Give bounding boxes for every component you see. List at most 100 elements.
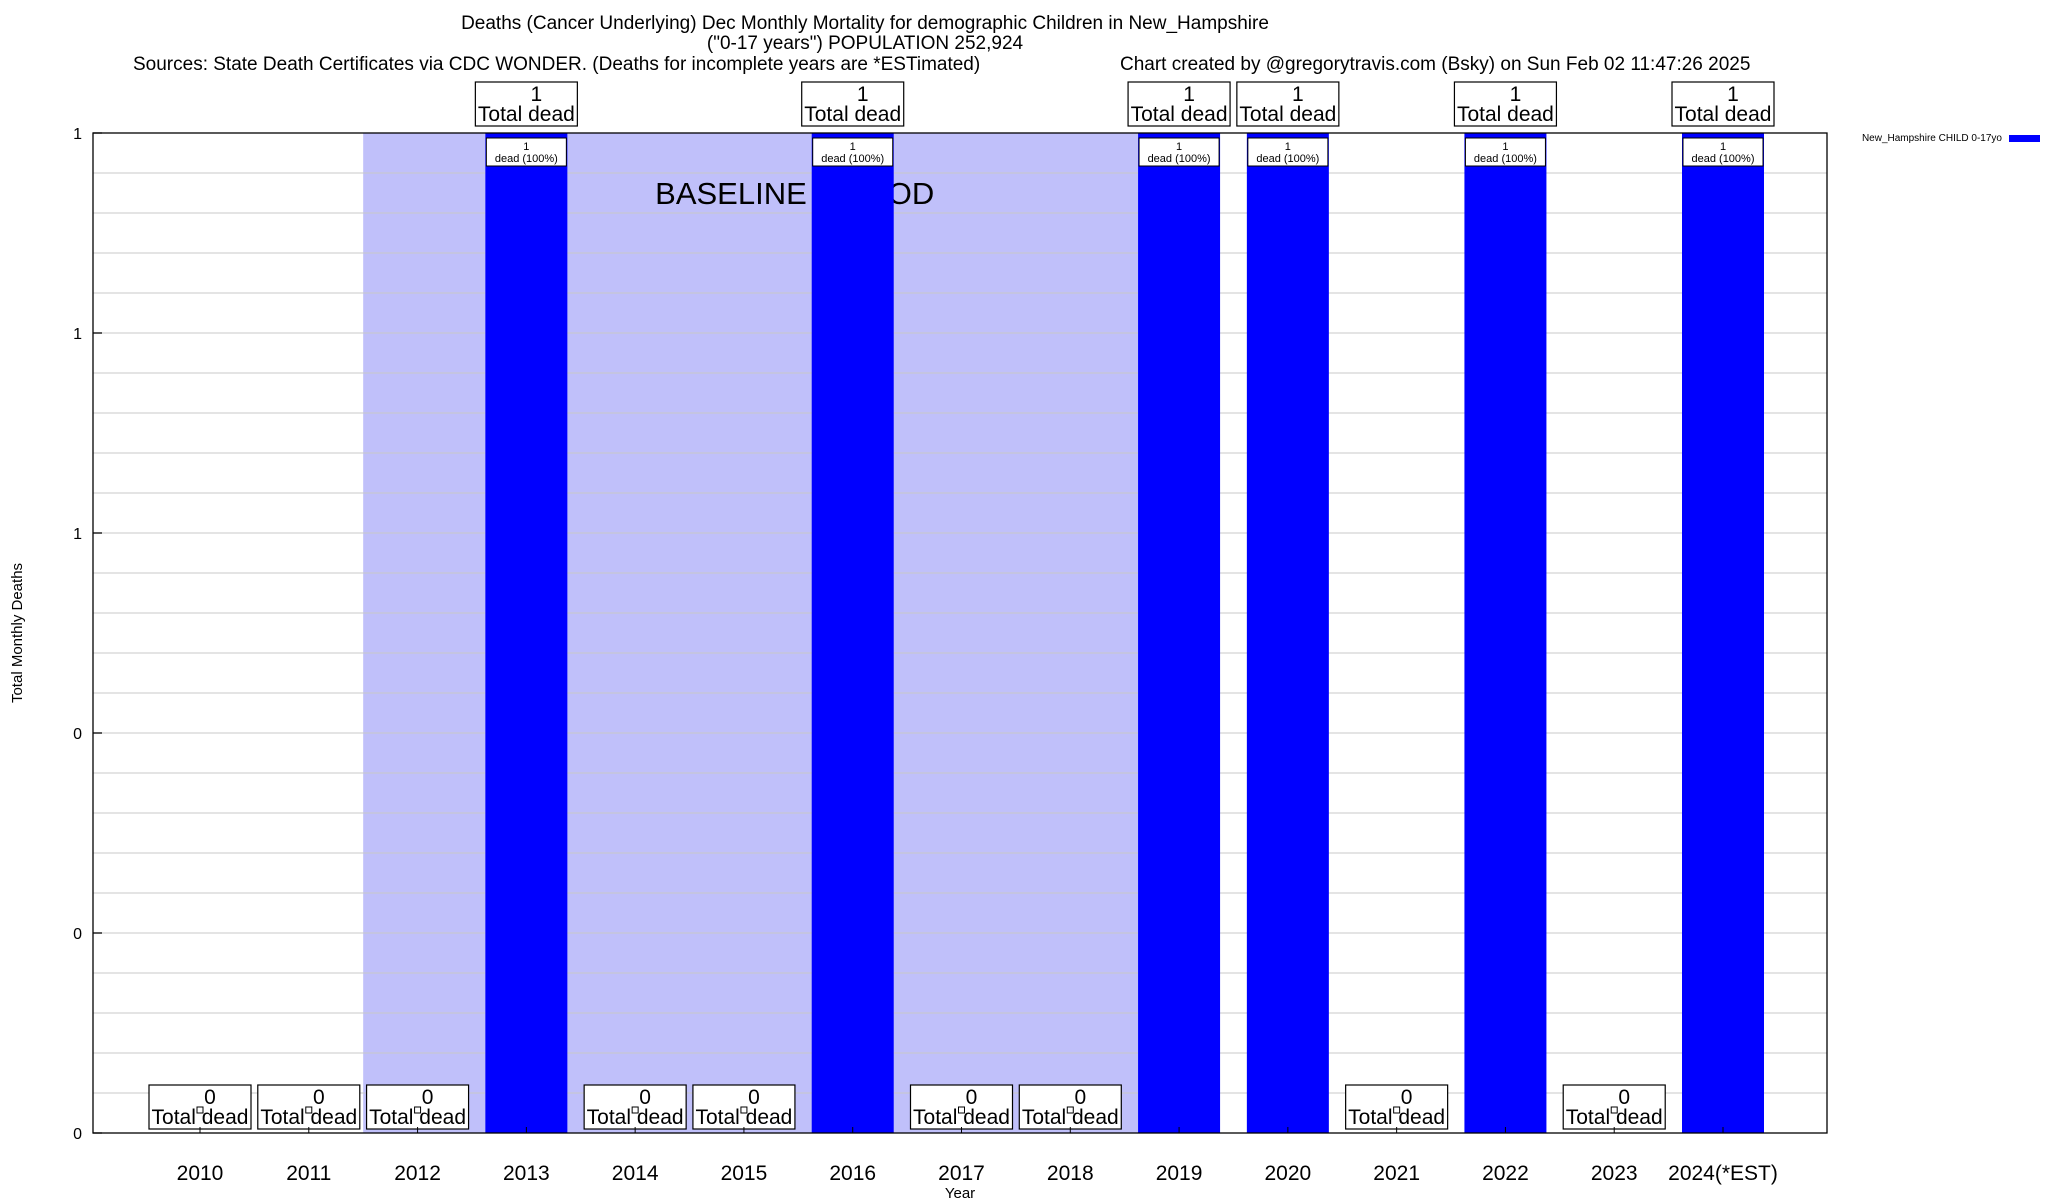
bar-label-count: 1 — [1176, 141, 1182, 153]
x-tick-label: 2015 — [721, 1162, 768, 1185]
y-tick-label: 0 — [73, 1126, 82, 1143]
bar-label-percent: dead (100%) — [1148, 153, 1211, 165]
bar-label-percent: dead (100%) — [495, 153, 558, 165]
x-tick-label: 2017 — [938, 1162, 985, 1185]
x-tick-label: 2014 — [612, 1162, 659, 1185]
total-dead-label: Total dead — [587, 1106, 684, 1129]
bar-label-box — [1682, 137, 1764, 167]
bar-2016 — [811, 133, 894, 1133]
total-dead-label: Total dead — [804, 103, 901, 126]
total-dead-count: 1 — [1727, 83, 1739, 106]
total-dead-count: 1 — [1183, 83, 1195, 106]
total-dead-count: 0 — [1401, 1086, 1413, 1109]
zero-value-marker — [740, 1106, 748, 1114]
x-tick-label: 2022 — [1482, 1162, 1529, 1185]
chart-credit: Chart created by @gregorytravis.com (Bsk… — [1120, 54, 1751, 75]
total-dead-count: 0 — [639, 1086, 651, 1109]
y-tick-label: 1 — [73, 126, 82, 143]
bar-label-box — [485, 137, 567, 167]
total-dead-count: 1 — [531, 83, 543, 106]
bar-2024(*EST) — [1682, 133, 1764, 1133]
total-dead-count: 0 — [748, 1086, 760, 1109]
legend-swatch — [2009, 135, 2040, 142]
x-axis-title: Year — [945, 1185, 975, 1200]
bar-2022 — [1464, 133, 1547, 1133]
total-dead-box — [257, 1084, 361, 1130]
bar-label-box — [1138, 137, 1220, 167]
zero-value-marker — [1066, 1106, 1074, 1114]
total-dead-box — [1671, 81, 1775, 127]
y-tick-label: 1 — [73, 326, 82, 343]
bar-2019 — [1138, 133, 1221, 1133]
total-dead-label: Total dead — [913, 1106, 1010, 1129]
total-dead-label: Total dead — [1675, 103, 1772, 126]
total-dead-box — [1127, 81, 1231, 127]
x-tick-label: 2019 — [1156, 1162, 1203, 1185]
x-tick-label: 2024(*EST) — [1668, 1162, 1778, 1185]
x-tick-label: 2018 — [1047, 1162, 1094, 1185]
bar-label-count: 1 — [523, 141, 529, 153]
total-dead-label: Total dead — [1348, 1106, 1445, 1129]
total-dead-box — [474, 81, 578, 127]
total-dead-count: 0 — [204, 1086, 216, 1109]
y-tick-label: 0 — [73, 726, 82, 743]
total-dead-label: Total dead — [695, 1106, 792, 1129]
chart-header: Deaths (Cancer Underlying) Dec Monthly M… — [0, 0, 2048, 80]
bar-label-count: 1 — [1502, 141, 1508, 153]
chart-sources-note: Sources: State Death Certificates via CD… — [133, 54, 981, 75]
zero-value-marker — [958, 1106, 965, 1114]
x-tick-label: 2020 — [1264, 1162, 1311, 1185]
y-tick-label: 0 — [73, 926, 82, 943]
total-dead-count: 0 — [313, 1086, 325, 1109]
bar-label-count: 1 — [850, 141, 856, 153]
x-tick-label: 2010 — [177, 1162, 224, 1185]
y-axis-title: Total Monthly Deaths — [9, 563, 26, 703]
bar-label-percent: dead (100%) — [1474, 153, 1537, 165]
bar-2013 — [485, 133, 568, 1133]
x-tick-label: 2016 — [829, 1162, 876, 1185]
total-dead-label: Total dead — [1022, 1106, 1119, 1129]
bar-label-count: 1 — [1720, 141, 1726, 153]
bar-2020 — [1246, 133, 1329, 1133]
total-dead-count: 0 — [422, 1086, 434, 1109]
total-dead-label: Total dead — [1131, 103, 1228, 126]
total-dead-box — [1236, 81, 1340, 127]
zero-value-marker — [631, 1106, 639, 1114]
x-tick-label: 2021 — [1373, 1162, 1420, 1185]
total-dead-label: Total dead — [152, 1106, 249, 1129]
total-dead-label: Total dead — [369, 1106, 466, 1129]
chart-title: Deaths (Cancer Underlying) Dec Monthly M… — [461, 13, 1269, 34]
bar-label-count: 1 — [1285, 141, 1291, 153]
legend-label: New_Hampshire CHILD 0-17yo — [1862, 133, 2002, 144]
zero-value-marker — [414, 1106, 422, 1114]
total-dead-label: Total dead — [260, 1106, 357, 1129]
total-dead-label: Total dead — [1239, 103, 1336, 126]
y-tick-label: 1 — [73, 526, 82, 543]
zero-value-marker — [1610, 1106, 1618, 1114]
bar-label-box — [1464, 137, 1546, 167]
zero-value-marker — [305, 1106, 313, 1114]
total-dead-count: 1 — [1510, 83, 1522, 106]
x-tick-label: 2023 — [1591, 1162, 1638, 1185]
bar-label-box — [812, 137, 894, 167]
bar-label-percent: dead (100%) — [1256, 153, 1319, 165]
plot-frame — [92, 132, 1828, 1134]
total-dead-box — [801, 81, 905, 127]
total-dead-count: 1 — [857, 83, 869, 106]
x-tick-label: 2012 — [394, 1162, 441, 1185]
chart-subtitle: ("0-17 years") POPULATION 252,924 — [706, 33, 1024, 54]
total-dead-count: 0 — [966, 1086, 978, 1109]
bar-label-box — [1247, 137, 1329, 167]
total-dead-count: 0 — [1074, 1086, 1086, 1109]
total-dead-count: 0 — [1618, 1086, 1630, 1109]
total-dead-count: 1 — [1292, 83, 1304, 106]
x-tick-label: 2013 — [503, 1162, 550, 1185]
bar-label-percent: dead (100%) — [1692, 153, 1755, 165]
total-dead-label: Total dead — [1566, 1106, 1663, 1129]
total-dead-label: Total dead — [1457, 103, 1554, 126]
bar-label-percent: dead (100%) — [821, 153, 884, 165]
total-dead-label: Total dead — [478, 103, 575, 126]
zero-value-marker — [196, 1106, 204, 1114]
x-tick-label: 2011 — [286, 1162, 331, 1185]
